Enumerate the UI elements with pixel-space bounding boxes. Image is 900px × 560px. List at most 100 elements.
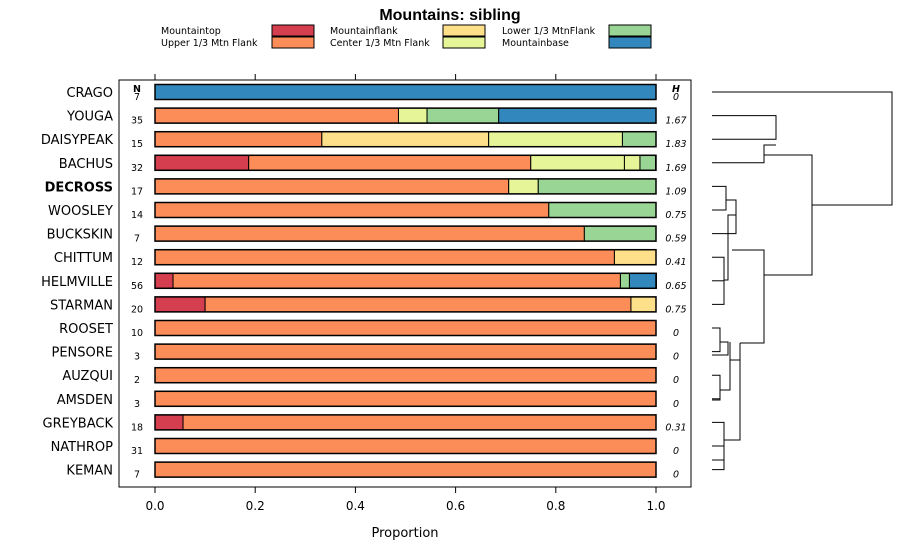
bar-segment-mountaintop [154, 296, 206, 313]
n-value: 7 [134, 234, 140, 245]
bar-segment-upper-1-3-mtn-flank [182, 414, 657, 431]
bar-outline [154, 178, 657, 195]
row-starman: STARMAN 20 0.75 [50, 296, 687, 315]
legend-swatch-mountainflank [442, 24, 486, 37]
row-label: AUZQUI [62, 369, 113, 384]
bar-segment-mountaintop [154, 154, 250, 171]
bar-segment-upper-1-3-mtn-flank [248, 154, 532, 171]
bar-outline [154, 154, 657, 172]
row-amsden: AMSDEN 3 0 [57, 390, 679, 410]
bar-segment-mountaintop [154, 414, 184, 431]
row-label: KEMAN [66, 464, 113, 479]
h-value: 1.67 [665, 116, 686, 127]
bar-outline [154, 272, 657, 290]
bar [154, 272, 658, 290]
dendrogram-branch [712, 91, 893, 206]
bar [154, 319, 657, 337]
bar [154, 130, 657, 148]
n-value: 12 [131, 257, 143, 268]
bar-segment-center-1-3-mtn-flank [530, 154, 625, 171]
bar-segment-mountainbase [154, 84, 657, 100]
bar [154, 201, 657, 219]
row-label: BUCKSKIN [47, 228, 113, 243]
bar-segment-upper-1-3-mtn-flank [154, 107, 399, 124]
bar-segment-lower-1-3-mtnflank [639, 154, 656, 171]
row-label: STARMAN [50, 298, 113, 313]
h-value: 0.75 [665, 304, 686, 315]
legend-label-mountainflank: Mountainflank [330, 26, 398, 37]
legend-swatch-upper-1-3-mtn-flank [271, 36, 315, 49]
bar-segment-center-1-3-mtn-flank [623, 154, 641, 171]
bar-segment-lower-1-3-mtnflank [583, 225, 657, 242]
n-value: 56 [131, 281, 143, 292]
h-value: 0.65 [665, 281, 686, 292]
n-value: 7 [134, 470, 140, 481]
row-label: YOUGA [66, 110, 113, 125]
bar-segment-lower-1-3-mtnflank [548, 202, 657, 218]
legend-swatch-mountaintop [271, 24, 315, 37]
bar-segment-upper-1-3-mtn-flank [154, 131, 323, 148]
row-label: DECROSS [45, 180, 113, 195]
tick-label: 0.4 [346, 499, 365, 513]
bar-outline [154, 319, 657, 337]
dendrogram-branch [712, 341, 729, 356]
n-value: 17 [131, 186, 143, 197]
bar [154, 83, 657, 101]
dendrogram-branch [712, 445, 725, 471]
legend-swatch-center-1-3-mtn-flank [442, 36, 486, 49]
bar [154, 437, 657, 455]
dendrogram-branch [724, 214, 736, 281]
dendrogram [712, 91, 893, 471]
bar-segment-upper-1-3-mtn-flank [172, 272, 621, 289]
bar [154, 414, 657, 431]
dendrogram-branch [764, 205, 813, 276]
bar-outline [154, 201, 657, 219]
bar-outline [154, 366, 657, 384]
bar-segment-upper-1-3-mtn-flank [154, 367, 657, 384]
bar-outline [154, 461, 657, 478]
h-value: 0.59 [665, 234, 686, 245]
legend-swatch-mountainbase [608, 36, 652, 49]
legend-label-lower-1-3-mtnflank: Lower 1/3 MtnFlank [502, 26, 596, 37]
row-crago: CRAGO 7 0 [66, 83, 679, 103]
n-value: 7 [134, 92, 140, 103]
bar-segment-mountainbase [498, 107, 657, 124]
bar-segment-upper-1-3-mtn-flank [154, 202, 550, 218]
n-value: 18 [131, 422, 143, 433]
n-value: 10 [131, 328, 143, 339]
h-value: 1.83 [665, 139, 686, 150]
bar [154, 366, 657, 384]
row-auzqui: AUZQUI 2 0 [62, 366, 679, 386]
n-value: 3 [134, 399, 140, 410]
dendrogram-branch [712, 144, 776, 164]
bar-segment-upper-1-3-mtn-flank [154, 178, 510, 195]
bar-segment-mountainbase [628, 272, 658, 289]
row-rooset: ROOSET 10 0 [59, 319, 679, 339]
bar [154, 225, 657, 242]
row-helmville: HELMVILLE 56 0.65 [41, 272, 687, 292]
bar-segment-upper-1-3-mtn-flank [154, 225, 585, 242]
bar-segment-upper-1-3-mtn-flank [154, 343, 657, 360]
bar [154, 296, 657, 313]
bar-outline [154, 83, 657, 101]
bar-rows: CRAGO 7 0 YOUGA 35 1.67 DAISYPEAK 15 1.83 BACHUS 3… [41, 83, 687, 481]
plot-frame [118, 79, 692, 488]
dendrogram-branch [712, 374, 721, 401]
chart-title: Mountains: sibling [379, 7, 520, 24]
tick-label: 0.8 [546, 499, 565, 513]
row-bachus: BACHUS 32 1.69 [59, 154, 687, 174]
n-value: 20 [131, 304, 143, 315]
dendrogram-branch [712, 421, 725, 461]
bar-segment-lower-1-3-mtnflank [621, 131, 657, 148]
h-value: 0 [673, 446, 679, 457]
bar [154, 248, 657, 266]
tick-label: 0.6 [446, 499, 465, 513]
bar-segment-lower-1-3-mtnflank [619, 272, 630, 289]
n-value: 15 [131, 139, 143, 150]
row-pensore: PENSORE 3 0 [51, 343, 679, 363]
row-label: ROOSET [59, 322, 113, 337]
row-woosley: WOOSLEY 14 0.75 [48, 201, 687, 221]
bar-outline [154, 343, 657, 360]
bar-segment-mountainflank [613, 249, 657, 266]
